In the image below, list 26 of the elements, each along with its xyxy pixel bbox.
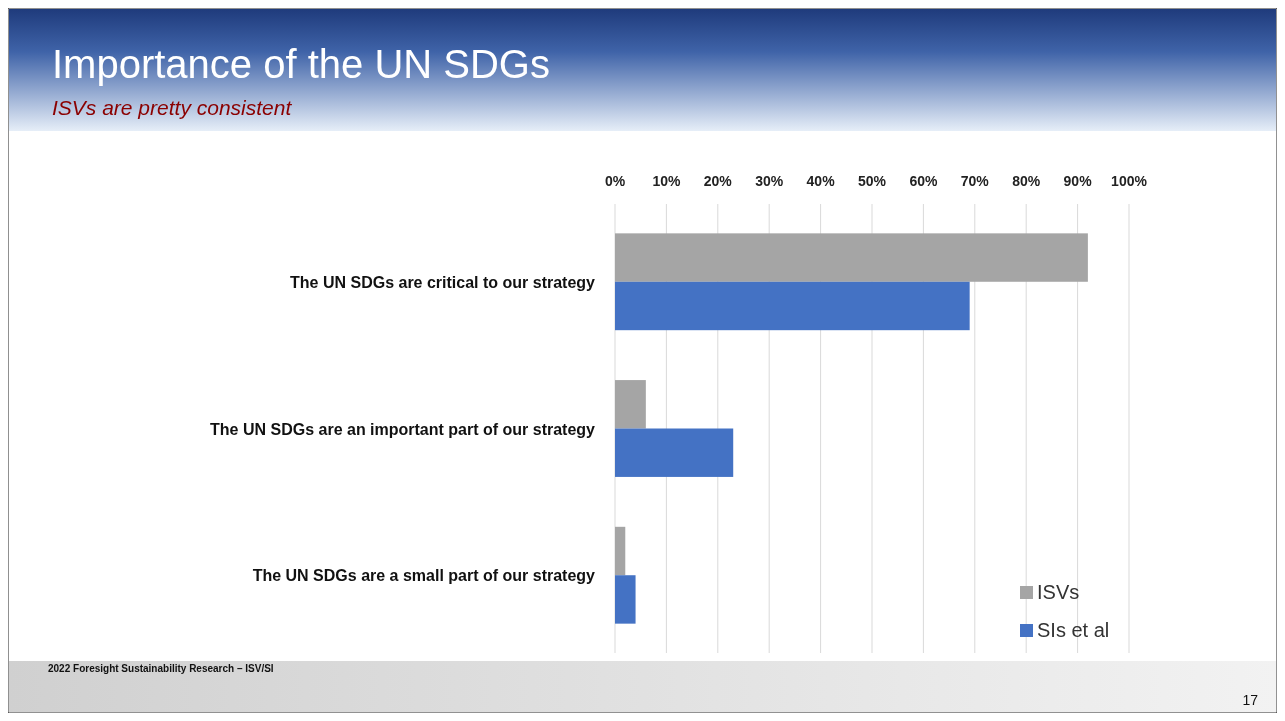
bar bbox=[615, 526, 626, 576]
y-tick-label: The UN SDGs are critical to our strategy bbox=[290, 273, 596, 291]
y-tick-label: The UN SDGs are a small part of our strategy bbox=[252, 567, 596, 585]
legend-label: ISVs bbox=[1037, 581, 1080, 603]
x-tick-label: 70% bbox=[960, 173, 990, 189]
x-tick-label: 40% bbox=[806, 173, 836, 189]
x-tick-label: 60% bbox=[909, 173, 938, 189]
x-tick-label: 10% bbox=[652, 173, 681, 189]
bar bbox=[615, 575, 636, 624]
bar bbox=[615, 380, 646, 429]
x-tick-label: 80% bbox=[1012, 173, 1041, 189]
x-tick-label: 90% bbox=[1063, 173, 1093, 189]
text: 2022 Foresight Sustainability Research – ISV/SI bbox=[48, 663, 274, 674]
bar bbox=[615, 281, 970, 331]
x-tick-label: 0% bbox=[604, 173, 626, 189]
bar bbox=[615, 233, 1088, 282]
text: 17 bbox=[1242, 692, 1259, 708]
text: ISVs are pretty consistent bbox=[52, 96, 293, 119]
legend-label: SIs et al bbox=[1037, 619, 1110, 641]
x-tick-label: 30% bbox=[755, 173, 784, 189]
chart-title: Importance of the UN SDGs bbox=[52, 42, 550, 86]
x-tick-label: 100% bbox=[1111, 173, 1148, 189]
bar bbox=[615, 428, 734, 477]
x-tick-label: 50% bbox=[857, 173, 887, 189]
y-tick-label: The UN SDGs are an important part of our strategy bbox=[210, 420, 596, 438]
x-tick-label: 20% bbox=[703, 173, 733, 189]
